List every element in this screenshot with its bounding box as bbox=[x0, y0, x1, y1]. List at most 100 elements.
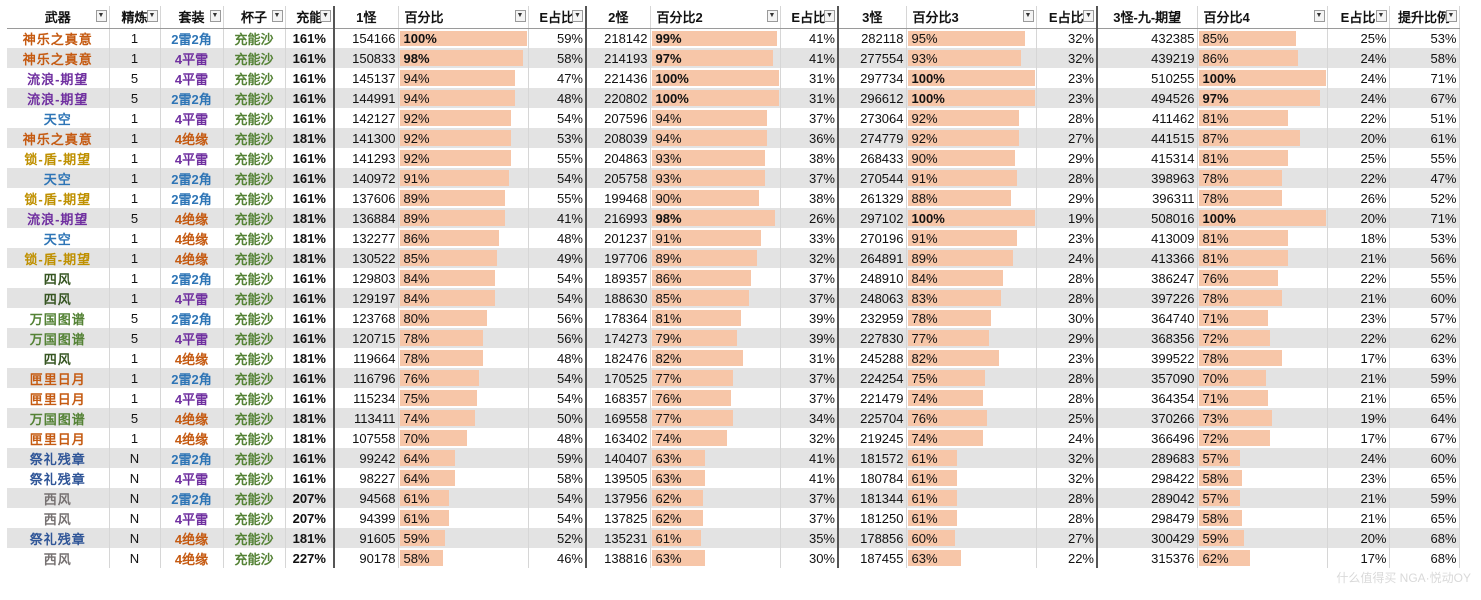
cell-dmg-4[interactable]: 397226 bbox=[1097, 288, 1198, 308]
cell-pct-2[interactable]: 86% bbox=[650, 268, 781, 288]
cell-dmg-2[interactable]: 139505 bbox=[586, 468, 651, 488]
cell-increase[interactable]: 53% bbox=[1389, 28, 1460, 48]
cell-dmg-1[interactable]: 116796 bbox=[334, 368, 399, 388]
cell-increase[interactable]: 60% bbox=[1389, 288, 1460, 308]
cell-e-4[interactable]: 24% bbox=[1327, 68, 1390, 88]
cell-e-3[interactable]: 32% bbox=[1036, 448, 1098, 468]
cell-dmg-1[interactable]: 142127 bbox=[334, 108, 399, 128]
cell-pct-4[interactable]: 78% bbox=[1197, 348, 1328, 368]
cell-e-2[interactable]: 35% bbox=[780, 528, 839, 548]
cell-dmg-2[interactable]: 174273 bbox=[586, 328, 651, 348]
cell-weapon[interactable]: 匣里日月 bbox=[7, 388, 110, 408]
cell-weapon[interactable]: 西风 bbox=[7, 488, 110, 508]
cell-e-4[interactable]: 17% bbox=[1327, 428, 1390, 448]
cell-weapon[interactable]: 天空 bbox=[7, 108, 110, 128]
cell-pct-2[interactable]: 90% bbox=[650, 188, 781, 208]
cell-pct-2[interactable]: 77% bbox=[650, 408, 781, 428]
cell-cup[interactable]: 充能沙 bbox=[223, 28, 286, 48]
cell-pct-2[interactable]: 97% bbox=[650, 48, 781, 68]
cell-cup[interactable]: 充能沙 bbox=[223, 368, 286, 388]
cell-set[interactable]: 4平雷 bbox=[160, 388, 224, 408]
filter-dropdown-icon[interactable]: ▼ bbox=[824, 10, 835, 22]
cell-e-3[interactable]: 28% bbox=[1036, 488, 1098, 508]
cell-e-4[interactable]: 24% bbox=[1327, 48, 1390, 68]
cell-e-2[interactable]: 32% bbox=[780, 248, 839, 268]
cell-pct-2[interactable]: 76% bbox=[650, 388, 781, 408]
cell-pct-4[interactable]: 100% bbox=[1197, 208, 1328, 228]
cell-cup[interactable]: 充能沙 bbox=[223, 108, 286, 128]
cell-energy[interactable]: 207% bbox=[285, 488, 335, 508]
cell-e-2[interactable]: 31% bbox=[780, 68, 839, 88]
cell-pct-2[interactable]: 77% bbox=[650, 368, 781, 388]
cell-pct-4[interactable]: 78% bbox=[1197, 188, 1328, 208]
cell-set[interactable]: 4平雷 bbox=[160, 68, 224, 88]
cell-pct-2[interactable]: 93% bbox=[650, 148, 781, 168]
cell-dmg-4[interactable]: 289683 bbox=[1097, 448, 1198, 468]
cell-set[interactable]: 4平雷 bbox=[160, 288, 224, 308]
filter-dropdown-icon[interactable]: ▼ bbox=[320, 10, 331, 22]
cell-e-3[interactable]: 28% bbox=[1036, 168, 1098, 188]
cell-refine[interactable]: 5 bbox=[109, 68, 161, 88]
cell-dmg-3[interactable]: 297102 bbox=[838, 208, 907, 228]
cell-dmg-1[interactable]: 137606 bbox=[334, 188, 399, 208]
cell-e-1[interactable]: 49% bbox=[528, 248, 587, 268]
cell-set[interactable]: 2雷2角 bbox=[160, 88, 224, 108]
cell-e-3[interactable]: 29% bbox=[1036, 188, 1098, 208]
cell-pct-3[interactable]: 89% bbox=[906, 248, 1037, 268]
cell-dmg-2[interactable]: 169558 bbox=[586, 408, 651, 428]
cell-pct-4[interactable]: 81% bbox=[1197, 148, 1328, 168]
cell-refine[interactable]: N bbox=[109, 528, 161, 548]
cell-e-1[interactable]: 58% bbox=[528, 48, 587, 68]
cell-pct-1[interactable]: 78% bbox=[398, 328, 529, 348]
cell-dmg-3[interactable]: 297734 bbox=[838, 68, 907, 88]
cell-dmg-1[interactable]: 120715 bbox=[334, 328, 399, 348]
cell-e-2[interactable]: 38% bbox=[780, 148, 839, 168]
cell-e-2[interactable]: 39% bbox=[780, 308, 839, 328]
cell-increase[interactable]: 63% bbox=[1389, 348, 1460, 368]
cell-dmg-2[interactable]: 135231 bbox=[586, 528, 651, 548]
cell-dmg-3[interactable]: 277554 bbox=[838, 48, 907, 68]
cell-e-3[interactable]: 23% bbox=[1036, 68, 1098, 88]
cell-dmg-4[interactable]: 510255 bbox=[1097, 68, 1198, 88]
cell-e-2[interactable]: 34% bbox=[780, 408, 839, 428]
header-dmg-3[interactable]: 3怪 bbox=[838, 6, 907, 29]
cell-increase[interactable]: 53% bbox=[1389, 228, 1460, 248]
cell-pct-1[interactable]: 58% bbox=[398, 548, 529, 568]
cell-pct-3[interactable]: 95% bbox=[906, 28, 1037, 48]
cell-pct-1[interactable]: 89% bbox=[398, 208, 529, 228]
filter-dropdown-icon[interactable]: ▼ bbox=[572, 10, 583, 22]
cell-dmg-2[interactable]: 189357 bbox=[586, 268, 651, 288]
cell-pct-4[interactable]: 76% bbox=[1197, 268, 1328, 288]
cell-pct-3[interactable]: 83% bbox=[906, 288, 1037, 308]
header-set[interactable]: 套装 ▼ bbox=[160, 6, 224, 29]
cell-energy[interactable]: 161% bbox=[285, 288, 335, 308]
cell-pct-1[interactable]: 64% bbox=[398, 448, 529, 468]
cell-increase[interactable]: 71% bbox=[1389, 68, 1460, 88]
cell-pct-3[interactable]: 74% bbox=[906, 388, 1037, 408]
cell-e-1[interactable]: 48% bbox=[528, 88, 587, 108]
cell-pct-1[interactable]: 92% bbox=[398, 128, 529, 148]
cell-e-2[interactable]: 31% bbox=[780, 348, 839, 368]
filter-dropdown-icon[interactable]: ▼ bbox=[1083, 10, 1094, 22]
cell-e-1[interactable]: 59% bbox=[528, 28, 587, 48]
cell-weapon[interactable]: 西风 bbox=[7, 508, 110, 528]
cell-weapon[interactable]: 神乐之真意 bbox=[7, 28, 110, 48]
header-e-3[interactable]: E占比 ▼ bbox=[1036, 6, 1098, 29]
cell-weapon[interactable]: 流浪-期望 bbox=[7, 88, 110, 108]
cell-pct-4[interactable]: 100% bbox=[1197, 68, 1328, 88]
cell-dmg-4[interactable]: 494526 bbox=[1097, 88, 1198, 108]
cell-pct-1[interactable]: 94% bbox=[398, 88, 529, 108]
cell-e-1[interactable]: 54% bbox=[528, 508, 587, 528]
cell-dmg-3[interactable]: 232959 bbox=[838, 308, 907, 328]
cell-set[interactable]: 4绝缘 bbox=[160, 208, 224, 228]
cell-pct-3[interactable]: 92% bbox=[906, 128, 1037, 148]
cell-pct-3[interactable]: 82% bbox=[906, 348, 1037, 368]
header-dmg-2[interactable]: 2怪 bbox=[586, 6, 651, 29]
cell-dmg-4[interactable]: 398963 bbox=[1097, 168, 1198, 188]
cell-increase[interactable]: 62% bbox=[1389, 328, 1460, 348]
cell-pct-4[interactable]: 87% bbox=[1197, 128, 1328, 148]
cell-dmg-2[interactable]: 205758 bbox=[586, 168, 651, 188]
cell-energy[interactable]: 181% bbox=[285, 128, 335, 148]
cell-e-3[interactable]: 23% bbox=[1036, 88, 1098, 108]
cell-weapon[interactable]: 神乐之真意 bbox=[7, 48, 110, 68]
